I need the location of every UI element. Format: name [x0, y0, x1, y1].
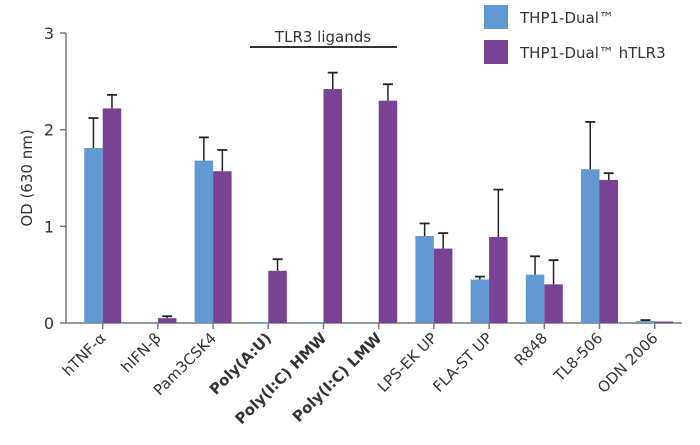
y-tick-label: 0 [44, 314, 54, 333]
x-tick-label: LPS-EK UP [374, 329, 441, 396]
x-tick-label: hIFN-β [118, 329, 165, 376]
bar-thp1-dual [470, 279, 490, 323]
bar-thp1-dual-htlr3 [213, 171, 232, 323]
bar-thp1-dual-htlr3 [489, 236, 508, 323]
bar-thp1-dual [415, 236, 434, 323]
bar-thp1-dual-htlr3 [323, 89, 342, 323]
bar-thp1-dual [194, 160, 214, 323]
legend-label-1: THP1-Dual™ hTLR3 [519, 44, 666, 62]
legend-label-0: THP1-Dual™ [519, 9, 614, 27]
bar-thp1-dual-htlr3 [157, 318, 177, 323]
bar-thp1-dual [636, 321, 655, 323]
annotation-label: TLR3 ligands [274, 28, 371, 46]
bar-thp1-dual [305, 322, 324, 324]
x-tick-label: FLA-ST UP [429, 329, 496, 396]
bar-thp1-dual-htlr3 [268, 270, 287, 323]
y-tick-label: 1 [44, 217, 54, 236]
x-tick-label: hTNF-α [59, 329, 110, 380]
bar-thp1-dual [84, 148, 103, 323]
x-tick-label: R848 [511, 329, 551, 369]
bar-thp1-dual [249, 322, 269, 324]
bar-thp1-dual-htlr3 [599, 179, 618, 323]
bar-thp1-dual [581, 169, 600, 323]
y-tick-label: 3 [44, 24, 54, 43]
y-axis-label: OD (630 nm) [18, 129, 36, 226]
bar-thp1-dual [525, 274, 545, 323]
legend-swatch-0 [484, 5, 508, 29]
bar-thp1-dual-htlr3 [654, 321, 674, 324]
bar-thp1-dual-htlr3 [102, 108, 122, 324]
bar-thp1-dual-htlr3 [378, 100, 398, 324]
x-tick-label: Poly(I:C) HMW [231, 329, 330, 428]
x-tick-label: ODN 2006 [594, 329, 662, 397]
x-tick-label: TL8-506 [550, 329, 607, 386]
legend-swatch-1 [484, 40, 508, 64]
bar-thp1-dual-htlr3 [433, 248, 453, 323]
y-tick-label: 2 [44, 121, 54, 140]
bar-thp1-dual-htlr3 [544, 284, 563, 323]
